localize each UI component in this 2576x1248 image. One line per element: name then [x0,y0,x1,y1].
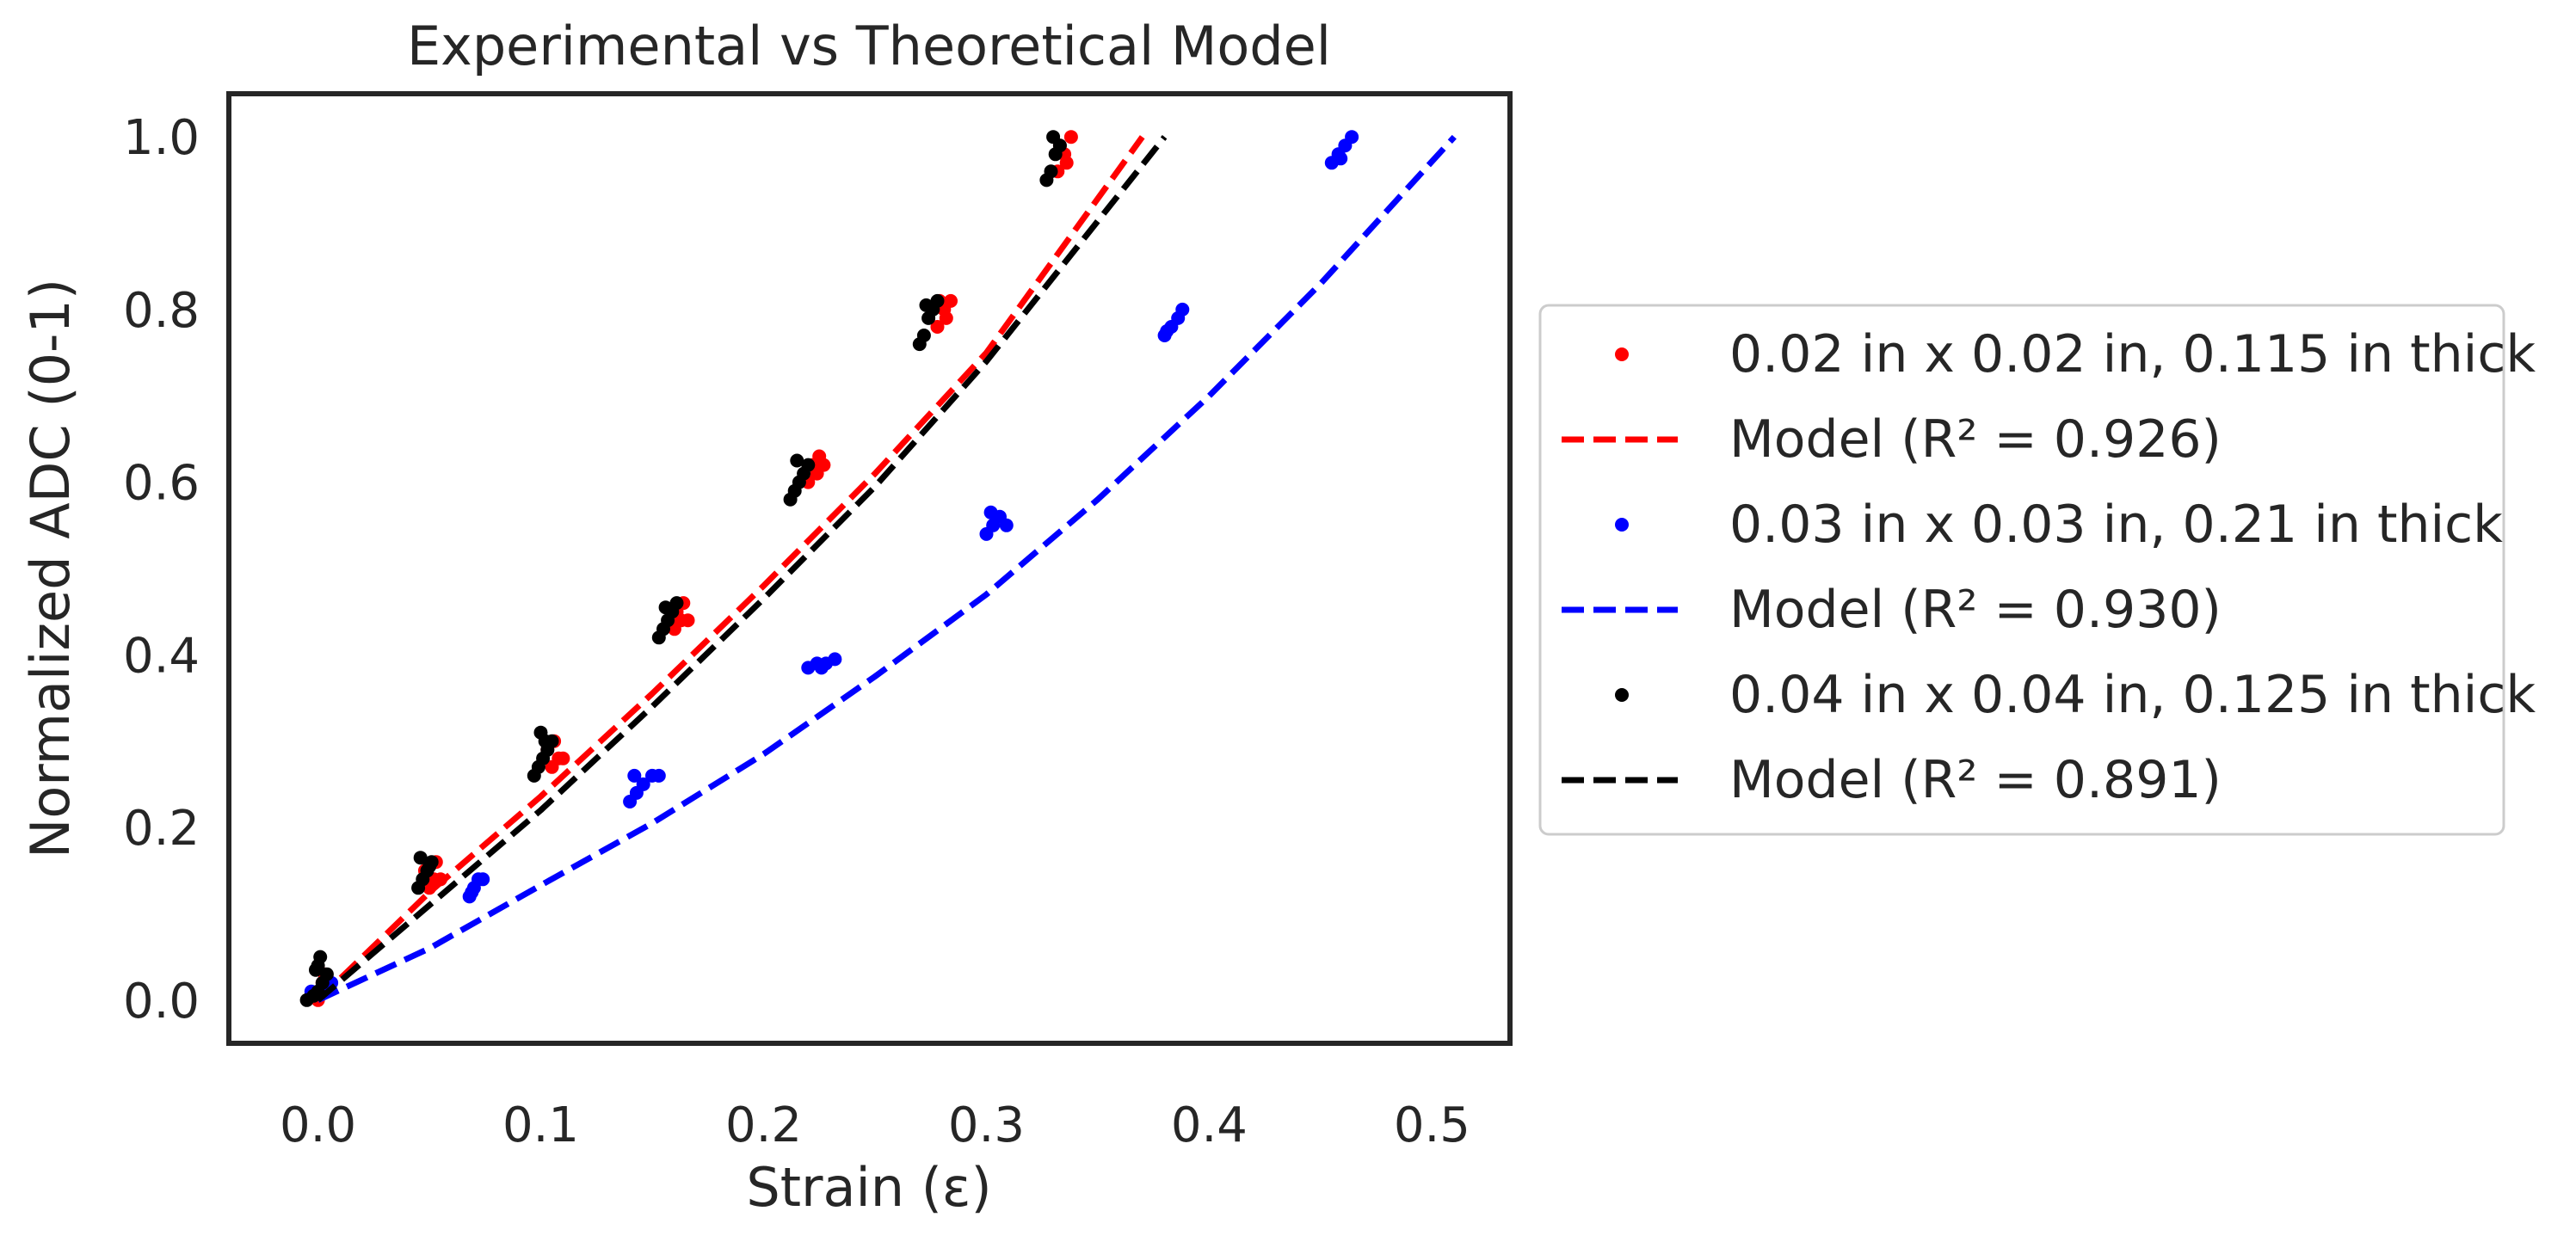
x-tick-label: 0.0 [280,1097,356,1153]
data-point [681,613,695,628]
data-point [476,872,490,887]
x-axis-label: Strain (ε) [746,1156,991,1219]
x-tick-label: 0.4 [1171,1097,1248,1153]
legend-entry: Model (R² = 0.891) [1562,750,2222,810]
x-axis-ticks: 0.0 0.1 0.2 0.3 0.4 0.5 [280,1097,1470,1153]
y-axis-label: Normalized ADC (0-1) [19,279,82,858]
data-point [919,298,934,312]
data-point [636,777,650,791]
data-point [790,453,804,468]
legend-label: Model (R² = 0.926) [1729,409,2222,470]
legend-entry: 0.02 in x 0.02 in, 0.115 in thick [1615,324,2536,384]
model-curve-1 [316,135,1145,1003]
scatter-series-4 [299,130,1067,1007]
plot-frame [226,91,1513,1046]
data-point [1059,156,1074,170]
legend-label: Model (R² = 0.891) [1729,750,2222,810]
legend-entry: 0.03 in x 0.03 in, 0.21 in thick [1615,495,2503,555]
data-point [999,518,1014,532]
legend-entry: 0.04 in x 0.04 in, 0.125 in thick [1615,665,2536,725]
data-point [556,751,570,765]
data-point [413,851,428,865]
data-point [939,310,953,325]
data-point [422,859,437,874]
data-point [983,505,998,519]
data-point [1345,130,1359,144]
x-tick-label: 0.1 [502,1097,579,1153]
data-point [1334,151,1348,166]
y-tick-label: 0.8 [123,283,200,339]
data-point [627,768,642,783]
data-point [651,768,666,783]
data-point [801,458,816,472]
data-point [916,329,931,342]
chart-title: Experimental vs Theoretical Model [407,15,1331,77]
data-point [1175,302,1190,317]
legend-dot-marker [1615,518,1629,532]
data-point [1044,164,1058,179]
data-point [319,967,334,981]
x-tick-label: 0.2 [725,1097,802,1153]
legend-frame [1538,304,2505,836]
data-point [1063,130,1078,144]
legend: 0.02 in x 0.02 in, 0.115 in thick Model (… [1538,304,2536,836]
y-tick-label: 0.0 [123,974,200,1030]
data-point [812,449,827,464]
data-point [1046,130,1061,144]
y-axis-ticks: 0.0 0.2 0.4 0.6 0.8 1.0 [123,110,200,1030]
data-point [1160,324,1174,338]
data-marks [299,130,1457,1007]
x-tick-label: 0.3 [948,1097,1025,1153]
data-point [465,885,479,900]
data-point [930,320,945,334]
data-point [930,293,945,308]
legend-label: 0.04 in x 0.04 in, 0.125 in thick [1729,665,2536,725]
model-curve-3 [317,134,1457,1003]
x-tick-label: 0.5 [1394,1097,1470,1153]
data-point [658,600,673,615]
y-tick-label: 0.4 [123,628,200,684]
y-tick-label: 0.6 [123,456,200,512]
data-point [828,652,842,667]
y-tick-label: 1.0 [123,110,200,166]
data-point [669,596,684,611]
data-point [814,661,829,675]
plot-area [226,91,1513,1046]
legend-items: 0.02 in x 0.02 in, 0.115 in thick Model (… [1562,324,2536,810]
legend-entry: Model (R² = 0.926) [1562,409,2222,470]
y-tick-label: 0.2 [123,801,200,857]
legend-label: 0.02 in x 0.02 in, 0.115 in thick [1729,324,2536,384]
model-curve-5 [316,135,1168,1003]
data-point [313,950,328,964]
data-point [944,293,958,308]
legend-dot-marker [1615,347,1629,361]
legend-dot-marker [1615,688,1629,702]
legend-entry: Model (R² = 0.930) [1562,580,2222,640]
legend-label: Model (R² = 0.930) [1729,580,2222,640]
data-point [538,734,552,748]
legend-label: 0.03 in x 0.03 in, 0.21 in thick [1729,495,2503,555]
